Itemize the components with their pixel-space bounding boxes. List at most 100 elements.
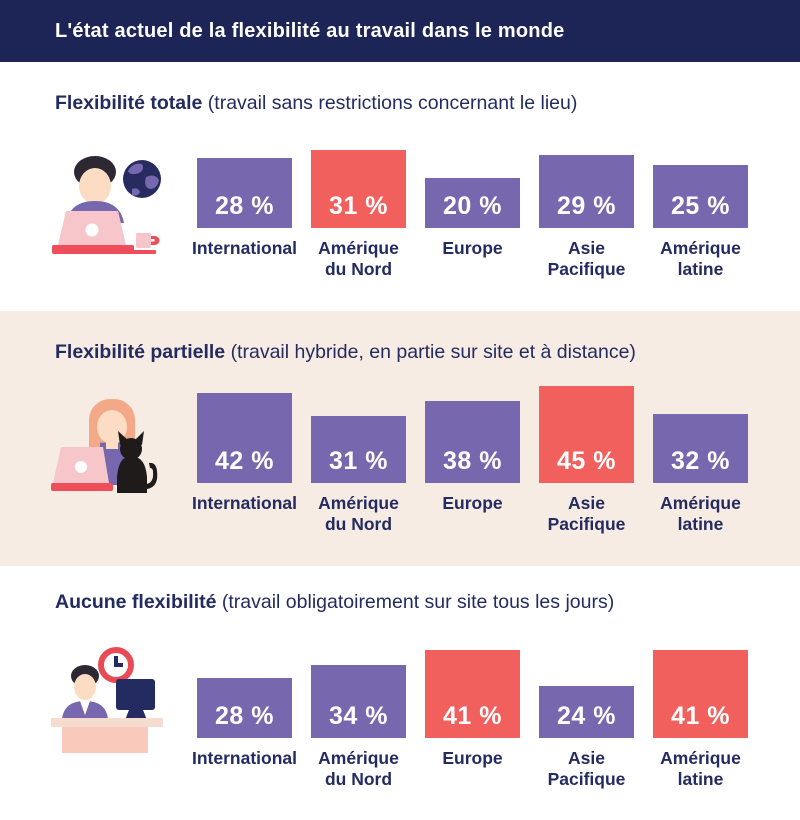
bar: 20 %	[425, 178, 520, 228]
bar-area: 45 %	[539, 386, 634, 483]
section-aucune-flexibilite: Aucune flexibilité (travail obligatoirem…	[0, 566, 800, 820]
bar-area: 41 %	[425, 650, 520, 738]
category-label: Asie Pacifique	[547, 748, 626, 789]
category-label: Amérique du Nord	[318, 238, 399, 279]
bar-area: 31 %	[311, 386, 406, 483]
category-label: Europe	[442, 748, 503, 768]
bar: 45 %	[539, 386, 634, 483]
laptop-base	[51, 483, 113, 491]
bar-chart-aucune-flexibilite: 28 % International 34 % Amérique du Nord 41 %…	[192, 650, 748, 790]
bar-chart-flexibilite-partielle: 42 % International 31 % Amérique du Nord 38 %…	[192, 386, 748, 535]
cat-icon	[117, 431, 158, 493]
category-label: Europe	[442, 493, 503, 513]
section-title-sub: (travail hybride, en partie sur site et …	[230, 341, 636, 363]
bar-column: 41 % Europe	[425, 650, 520, 790]
bar-column: 28 % International	[192, 650, 297, 790]
bar-value-label: 25 %	[671, 192, 730, 220]
bar-column: 24 % Asie Pacifique	[539, 650, 634, 790]
person-laptop-globe-illustration	[48, 147, 188, 264]
bar-value-label: 34 %	[329, 702, 388, 730]
section-title-main: Flexibilité partielle	[55, 341, 226, 363]
face	[79, 168, 111, 204]
bar-column: 34 % Amérique du Nord	[311, 650, 406, 790]
section-title: Flexibilité totale (travail sans restric…	[55, 92, 577, 115]
bar-column: 20 % Europe	[425, 150, 520, 280]
bar: 41 %	[425, 650, 520, 738]
section-title: Aucune flexibilité (travail obligatoirem…	[55, 591, 614, 614]
bar: 25 %	[653, 165, 748, 228]
bar: 31 %	[311, 150, 406, 228]
category-label: Asie Pacifique	[547, 238, 626, 279]
bar-value-label: 42 %	[215, 447, 274, 475]
bar-value-label: 29 %	[557, 192, 616, 220]
bar-area: 24 %	[539, 650, 634, 738]
bar-area: 28 %	[197, 650, 292, 738]
bar-value-label: 20 %	[443, 192, 502, 220]
bar-value-label: 32 %	[671, 447, 730, 475]
bar-area: 41 %	[653, 650, 748, 738]
bar-column: 29 % Asie Pacifique	[539, 150, 634, 280]
bar-column: 42 % International	[192, 386, 297, 535]
title-bar: L'état actuel de la flexibilité au trava…	[0, 0, 800, 62]
bar-column: 32 % Amérique latine	[653, 386, 748, 535]
bar: 42 %	[197, 393, 292, 483]
bar-chart-flexibilite-totale: 28 % International 31 % Amérique du Nord 20 %…	[192, 150, 748, 280]
bar-value-label: 41 %	[671, 702, 730, 730]
bar-value-label: 28 %	[215, 192, 274, 220]
section-title-sub: (travail obligatoirement sur site tous l…	[221, 591, 615, 613]
category-label: Amérique du Nord	[318, 493, 399, 534]
bar-value-label: 24 %	[557, 702, 616, 730]
bar-area: 28 %	[197, 150, 292, 228]
bar-column: 28 % International	[192, 150, 297, 280]
bar-area: 29 %	[539, 150, 634, 228]
category-label: Europe	[442, 238, 503, 258]
desk-front	[62, 727, 148, 753]
bar-column: 45 % Asie Pacifique	[539, 386, 634, 535]
bar-value-label: 31 %	[329, 447, 388, 475]
section-title-sub: (travail sans restrictions concernant le…	[207, 92, 578, 114]
section-title-main: Flexibilité totale	[55, 92, 203, 114]
woman-laptop-cat-illustration	[45, 397, 190, 502]
category-label: Amérique latine	[660, 748, 741, 789]
bar: 28 %	[197, 158, 292, 228]
category-label: Amérique latine	[660, 493, 741, 534]
desk-top	[51, 718, 163, 727]
bar: 38 %	[425, 401, 520, 483]
page-title: L'état actuel de la flexibilité au trava…	[55, 19, 565, 42]
category-label: Asie Pacifique	[547, 493, 626, 534]
face	[74, 674, 96, 700]
bar: 34 %	[311, 665, 406, 738]
bar-area: 38 %	[425, 386, 520, 483]
section-title: Flexibilité partielle (travail hybride, …	[55, 341, 636, 364]
bar: 24 %	[539, 686, 634, 738]
bar-column: 25 % Amérique latine	[653, 150, 748, 280]
bar-value-label: 45 %	[557, 447, 616, 475]
category-label: International	[191, 493, 297, 513]
section-flexibilite-partielle: Flexibilité partielle (travail hybride, …	[0, 311, 800, 566]
monitor-icon	[116, 679, 155, 710]
category-label: International	[191, 748, 297, 768]
bar-area: 20 %	[425, 150, 520, 228]
bar-area: 34 %	[311, 650, 406, 738]
shirt	[80, 701, 90, 715]
bar-column: 31 % Amérique du Nord	[311, 150, 406, 280]
bar-column: 38 % Europe	[425, 386, 520, 535]
section-title-main: Aucune flexibilité	[55, 591, 217, 613]
category-label: Amérique du Nord	[318, 748, 399, 789]
laptop-base	[52, 245, 134, 254]
bar-value-label: 38 %	[443, 447, 502, 475]
mug	[136, 233, 151, 248]
bar-area: 32 %	[653, 386, 748, 483]
bar-area: 42 %	[197, 386, 292, 483]
bar-value-label: 28 %	[215, 702, 274, 730]
category-label: Amérique latine	[660, 238, 741, 279]
category-label: International	[191, 238, 297, 258]
section-flexibilite-totale: Flexibilité totale (travail sans restric…	[0, 62, 800, 311]
bar: 29 %	[539, 155, 634, 228]
bar-value-label: 41 %	[443, 702, 502, 730]
bar-area: 25 %	[653, 150, 748, 228]
bar: 32 %	[653, 414, 748, 483]
bar: 41 %	[653, 650, 748, 738]
bar-column: 41 % Amérique latine	[653, 650, 748, 790]
man-at-desk-illustration	[48, 645, 188, 762]
